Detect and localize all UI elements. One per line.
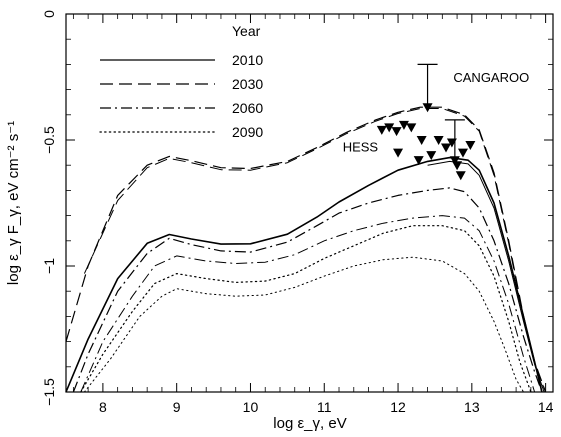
hess-triangle-marker [441, 143, 452, 153]
x-axis-title: log ε_γ, eV [273, 415, 346, 432]
legend-label-2090: 2090 [232, 124, 263, 140]
legend-label-2010: 2010 [232, 52, 263, 68]
hess-triangle-marker [393, 148, 404, 158]
hess-triangle-marker [426, 151, 437, 161]
upper-limit-arrows [417, 63, 465, 166]
hess-triangle-marker [433, 136, 444, 145]
y-tick-label: −1 [41, 258, 57, 274]
hess-triangle-marker [376, 125, 387, 135]
upper-limit-arrowhead [422, 103, 433, 113]
curve-2090-dotted [80, 225, 532, 393]
y-axis-title: log ε_γ F_γ, eV cm⁻² s⁻¹ [5, 121, 22, 285]
curve-2060-dashdot [80, 215, 536, 393]
hess-data-points [376, 120, 476, 181]
y-tick-label: −1.5 [41, 378, 57, 406]
axis-ticks: 8 9 10 11 12 13 14 −1.5 −1 −0.5 0 [41, 10, 554, 415]
curve-2090-dotted [83, 256, 524, 393]
x-tick-label: 13 [464, 399, 480, 415]
curve-2010-solid [65, 156, 543, 393]
y-tick-label: −0.5 [41, 126, 57, 154]
annotation-hess: HESS [343, 139, 379, 154]
annotations: CANGAROO HESS [343, 70, 530, 154]
hess-triangle-marker [406, 123, 417, 133]
hess-triangle-marker [391, 127, 402, 137]
legend-label-2060: 2060 [232, 100, 263, 116]
hess-triangle-marker [398, 120, 409, 130]
x-tick-label: 10 [243, 399, 259, 415]
x-tick-label: 9 [173, 399, 181, 415]
x-tick-label: 11 [317, 399, 332, 415]
hess-triangle-marker [384, 123, 395, 133]
model-curves [65, 106, 547, 393]
legend-title: Year [232, 23, 261, 39]
x-tick-label: 8 [99, 399, 107, 415]
curve-2060-dashdot [72, 187, 543, 393]
legend: Year 2010 2030 2060 2090 [99, 23, 263, 140]
curve-2010-solid [427, 160, 545, 393]
hess-triangle-marker [416, 136, 427, 145]
hess-triangle-marker [457, 148, 468, 158]
curve-2030-dashed [65, 106, 547, 393]
x-tick-label: 12 [390, 399, 406, 415]
hess-triangle-marker [455, 171, 466, 181]
legend-label-2030: 2030 [232, 76, 263, 92]
hess-triangle-marker [413, 156, 424, 166]
hess-triangle-marker [465, 141, 476, 151]
x-tick-label: 14 [538, 399, 554, 415]
upper-limit-arrowhead [449, 156, 460, 166]
curve-2030-dashed [83, 108, 547, 393]
y-tick-label: 0 [41, 10, 57, 18]
annotation-cangaroo: CANGAROO [453, 70, 529, 85]
